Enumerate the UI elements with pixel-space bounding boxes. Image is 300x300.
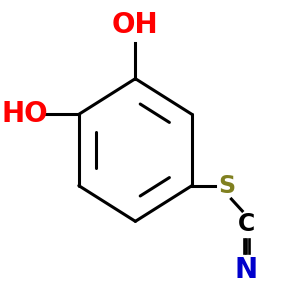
Text: OH: OH	[112, 11, 159, 39]
Text: S: S	[219, 174, 236, 198]
Text: C: C	[238, 212, 255, 236]
Text: N: N	[235, 256, 258, 284]
Text: HO: HO	[1, 100, 48, 128]
